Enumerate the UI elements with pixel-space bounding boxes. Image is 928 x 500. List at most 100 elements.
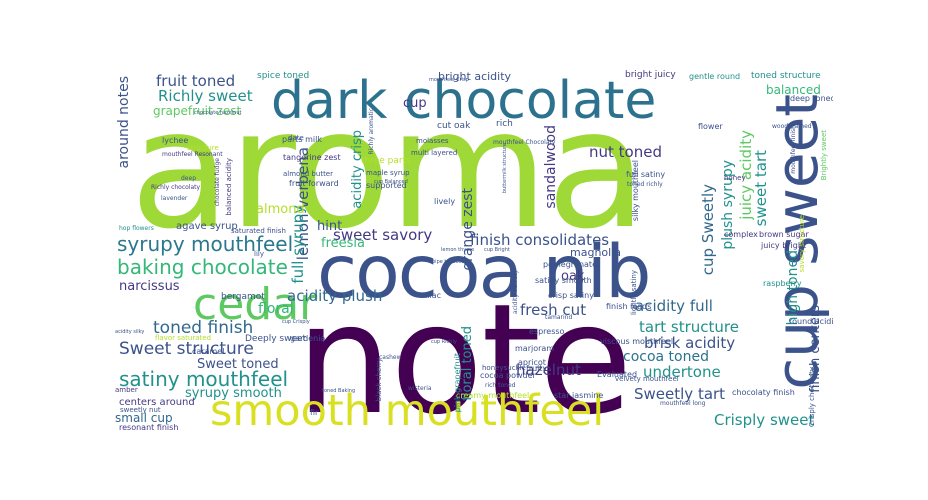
word: nut toned xyxy=(589,143,662,161)
word: hazelnut xyxy=(516,361,581,379)
word: Brightly sweet xyxy=(820,130,828,181)
word: lily xyxy=(254,250,264,258)
word: gardenia xyxy=(290,334,326,343)
word: Sweet toned xyxy=(197,357,279,372)
word: brown sugar xyxy=(759,230,809,239)
word: cocoa powder xyxy=(480,371,536,380)
word: mouthfeel finish xyxy=(790,125,797,174)
word: lemon thyme xyxy=(441,247,475,253)
word: Deeply sweet xyxy=(245,334,307,344)
word: floral xyxy=(258,301,294,317)
word: flower xyxy=(698,122,723,131)
word: bright juicy xyxy=(625,70,676,80)
word: chocolate fudge xyxy=(214,158,221,207)
word: mouthfeel Chocolaty xyxy=(493,139,556,146)
word: velvety mouthfeel xyxy=(615,375,679,383)
word: pink grapefruit xyxy=(453,353,462,413)
word: crisp satiny xyxy=(548,291,594,300)
word: chocolaty finish xyxy=(732,388,795,397)
word: Richly sweet xyxy=(158,87,253,105)
word: syrupy mouthfeel xyxy=(117,232,294,256)
word: acidity crisp xyxy=(350,130,365,209)
word: note xyxy=(296,271,632,434)
word: finish consolidates xyxy=(470,231,610,249)
word: fruity xyxy=(526,364,548,373)
word: mouthfeel long xyxy=(660,400,706,407)
word: cedar xyxy=(193,279,318,330)
word: round acidity xyxy=(789,317,833,326)
word: toned structure xyxy=(751,71,821,81)
word: Evaluated xyxy=(597,370,638,379)
word: almond butter xyxy=(283,170,333,178)
word: apricot xyxy=(518,358,546,367)
word: savory structure xyxy=(798,215,806,273)
word: around notes xyxy=(116,76,132,169)
word: floral toned xyxy=(460,326,475,401)
word: three parts xyxy=(361,156,411,166)
word: lychee xyxy=(162,136,189,145)
word: pomegranate xyxy=(543,260,597,269)
word: smooth mouthfeel xyxy=(210,386,605,433)
word: undertone xyxy=(643,363,721,381)
word: cup Sweetly xyxy=(699,184,717,276)
word: acidity full xyxy=(635,297,713,315)
word: oak xyxy=(561,269,585,284)
word: centers around xyxy=(119,397,195,408)
word: rich toned xyxy=(485,382,516,389)
word: parts milk xyxy=(282,135,322,144)
word: dark chocolate xyxy=(271,71,657,131)
word: sweetly nut xyxy=(120,406,161,414)
word: magnolia xyxy=(570,246,621,259)
word: grapefruit zest xyxy=(153,104,242,118)
word: chocolate hazelnut xyxy=(194,110,242,116)
word: sweet savory xyxy=(333,226,433,244)
word: buttermilk structure xyxy=(502,143,508,194)
word: raspberry xyxy=(763,279,802,288)
word: deep xyxy=(181,175,196,182)
word: marjoram xyxy=(515,344,555,353)
word: Crisply chocolaty xyxy=(808,367,816,427)
word: agave syrup xyxy=(176,221,238,232)
word: amber xyxy=(115,386,138,394)
word: juicy bright xyxy=(761,241,807,250)
word: molasses xyxy=(416,137,449,145)
word: maple syrup xyxy=(366,169,410,177)
word: wood framed xyxy=(772,123,812,130)
word: deep toned xyxy=(790,94,833,103)
word: cut oak xyxy=(437,121,471,131)
word: sandalwood xyxy=(543,125,559,209)
word: honeysuckle xyxy=(482,364,526,372)
word: cocoa nib xyxy=(317,230,651,315)
word: viscous mouthfeel xyxy=(600,337,674,346)
word: hint xyxy=(317,219,343,234)
word: wisteria xyxy=(408,385,432,392)
word: lilac xyxy=(425,291,441,300)
word: full satiny xyxy=(626,170,666,179)
word: gentle round xyxy=(689,72,741,81)
word: saturated finish xyxy=(231,227,286,235)
word: complex xyxy=(724,230,758,239)
word: toned richly xyxy=(627,181,663,188)
word: cup Bright xyxy=(484,247,510,253)
word: cup Balanced xyxy=(374,179,408,185)
word: espresso xyxy=(529,327,565,336)
word: multi layered xyxy=(411,149,458,157)
word: Sweetly tart xyxy=(634,385,726,403)
word: mouthfeel Resonant xyxy=(162,151,223,158)
word: star jasmine xyxy=(554,391,604,400)
word: brisk acidity xyxy=(644,334,736,352)
word: acidity velvety xyxy=(512,270,519,314)
word: finish leads xyxy=(606,302,652,311)
word-cloud: aroma note cocoa nib dark chocolate smoo… xyxy=(111,70,833,433)
word: almond xyxy=(256,202,305,217)
word: hop flowers xyxy=(119,225,154,232)
word: fir xyxy=(310,408,319,417)
word: lavender xyxy=(161,195,188,202)
word: tart structure xyxy=(639,318,739,336)
word: satiny mouthfeel xyxy=(119,367,289,391)
word: freesia xyxy=(321,236,365,251)
word: cup Crisply xyxy=(282,319,310,325)
word: sweet tart xyxy=(752,150,770,227)
word: tangerine zest xyxy=(283,153,341,162)
word: satiny smooth xyxy=(535,276,592,285)
